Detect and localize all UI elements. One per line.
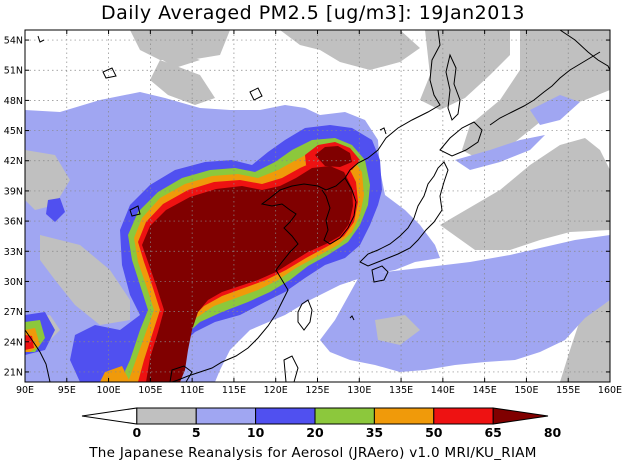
field-level-5-patches — [25, 150, 420, 345]
lat-tick-label: 54N — [4, 36, 23, 47]
colorbar-segment — [136, 407, 197, 425]
lat-tick-label: 51N — [4, 66, 23, 77]
lat-tick-label: 33N — [4, 247, 23, 258]
colorbar-segment — [373, 407, 435, 425]
lon-tick-label: 130E — [347, 385, 371, 396]
map-grid — [25, 30, 610, 382]
lon-tick-label: 95E — [58, 385, 76, 396]
map-footer: The Japanese Reanalysis for Aerosol (JRA… — [89, 445, 537, 461]
lon-tick-label: 140E — [431, 385, 455, 396]
lat-tick-label: 30N — [4, 277, 23, 288]
lat-tick-label: 21N — [4, 367, 23, 378]
colorbar-segment — [492, 407, 549, 425]
colorbar-label: 20 — [306, 425, 324, 440]
lat-tick-label: 24N — [4, 337, 23, 348]
lon-tick-label: 90E — [16, 385, 34, 396]
lon-tick-label: 110E — [180, 385, 204, 396]
lon-tick-label: 100E — [97, 385, 121, 396]
colorbar-label: 0 — [132, 425, 141, 440]
colorbar-segment — [195, 407, 257, 425]
field-level-80 — [142, 146, 353, 382]
colorbar-segment — [314, 407, 375, 425]
colorbar-segment — [81, 407, 138, 425]
colorbar-label: 65 — [484, 425, 501, 440]
lat-tick-label: 27N — [4, 307, 23, 318]
lon-tick-label: 150E — [514, 385, 538, 396]
colorbar-label: 80 — [544, 425, 562, 440]
colorbar-label: 5 — [192, 425, 201, 440]
lon-tick-label: 135E — [389, 385, 413, 396]
lat-tick-label: 36N — [4, 217, 23, 228]
colorbar: 0 5 10 20 35 50 65 80 — [81, 407, 562, 440]
colorbar-label: 50 — [425, 425, 443, 440]
map-title: Daily Averaged PM2.5 [ug/m3]: 19Jan2013 — [100, 2, 526, 24]
lon-tick-label: 160E — [598, 385, 622, 396]
lat-tick-label: 39N — [4, 186, 23, 197]
colorbar-label: 35 — [366, 425, 383, 440]
lon-tick-label: 145E — [473, 385, 497, 396]
colorbar-segment — [255, 407, 316, 425]
lat-tick-label: 42N — [4, 156, 23, 167]
lon-tick-label: 125E — [305, 385, 329, 396]
coastlines — [25, 30, 610, 382]
colorbar-segment — [433, 407, 494, 425]
lon-tick-label: 120E — [264, 385, 288, 396]
lat-tick-label: 48N — [4, 96, 23, 107]
lon-tick-label: 155E — [556, 385, 580, 396]
colorbar-label: 10 — [247, 425, 265, 440]
lon-tick-label: 105E — [138, 385, 162, 396]
lon-tick-label: 115E — [222, 385, 246, 396]
lat-tick-label: 45N — [4, 126, 23, 137]
